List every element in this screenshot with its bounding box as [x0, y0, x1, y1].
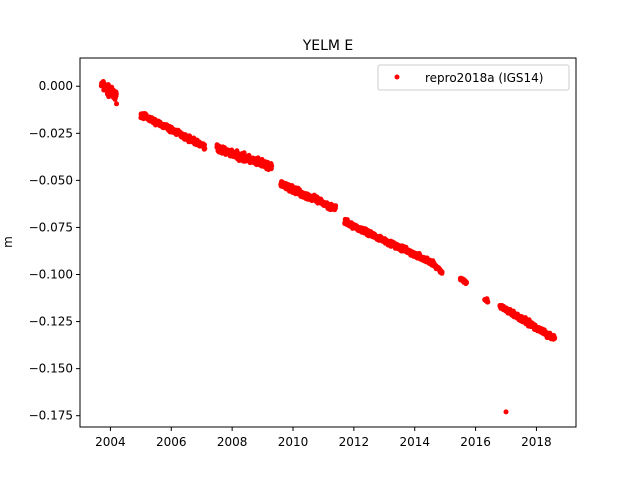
data-point: [439, 269, 445, 275]
data-point: [552, 335, 558, 341]
y-tick-label: −0.025: [29, 126, 73, 140]
data-point: [485, 299, 491, 305]
legend-label: repro2018a (IGS14): [425, 71, 543, 85]
legend-box: [377, 64, 570, 91]
y-axis: 0.000 −0.025 −0.050 −0.075 −0.100 −0.125 −0.15…: [29, 79, 80, 423]
x-tick-label: 2018: [521, 435, 552, 449]
y-tick-label: −0.050: [29, 173, 73, 187]
data-point: [114, 101, 119, 107]
x-axis: 2004 2006 2008 2010 2012 2014 2016 2018: [95, 427, 552, 449]
y-axis-label: m: [1, 236, 15, 248]
data-point: [269, 163, 275, 169]
data-point: [333, 203, 339, 209]
data-point: [202, 146, 208, 152]
data-point: [464, 280, 469, 286]
y-tick-label: −0.075: [29, 220, 73, 234]
data-points: [98, 79, 558, 415]
y-tick-label: −0.150: [29, 362, 73, 376]
data-point: [113, 91, 119, 97]
data-point-outlier: [503, 409, 509, 415]
x-tick-label: 2014: [399, 435, 430, 449]
plot-area-frame: [79, 57, 577, 428]
legend: repro2018a (IGS14): [377, 64, 570, 91]
y-tick-label: −0.125: [29, 315, 73, 329]
legend-marker: [394, 74, 400, 80]
data-point: [202, 142, 207, 148]
y-tick-label: −0.100: [29, 268, 73, 282]
y-tick-label: −0.175: [29, 409, 73, 423]
x-tick-label: 2008: [217, 435, 248, 449]
x-tick-label: 2012: [339, 435, 370, 449]
x-tick-label: 2010: [278, 435, 309, 449]
x-tick-label: 2004: [95, 435, 126, 449]
y-tick-label: 0.000: [39, 79, 73, 93]
x-tick-label: 2006: [156, 435, 187, 449]
chart-title: YELM E: [302, 38, 354, 54]
x-tick-label: 2016: [460, 435, 491, 449]
data-point: [105, 82, 111, 88]
